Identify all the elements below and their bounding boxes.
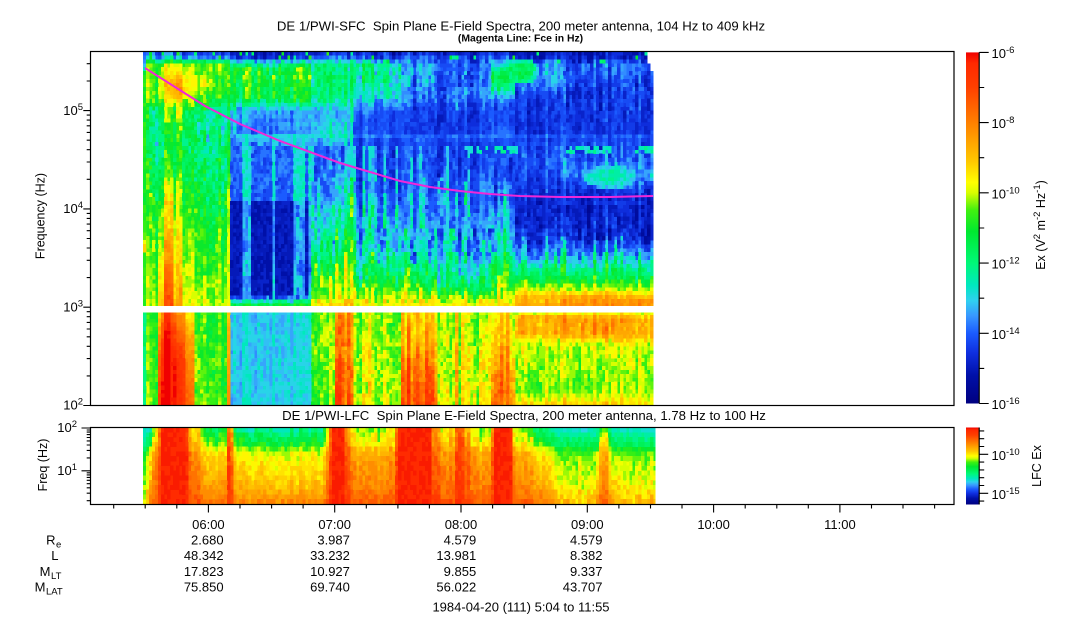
svg-text:9.855: 9.855 xyxy=(444,564,477,579)
svg-text:13.981: 13.981 xyxy=(436,548,476,563)
svg-text:Frequency (Hz): Frequency (Hz) xyxy=(34,173,48,259)
svg-text:09:00: 09:00 xyxy=(571,517,604,532)
svg-text:10-10: 10-10 xyxy=(992,185,1020,201)
svg-text:4.579: 4.579 xyxy=(444,533,477,548)
svg-text:101: 101 xyxy=(57,462,77,478)
svg-text:33.232: 33.232 xyxy=(310,548,350,563)
svg-text:(Magenta Line: Fce in Hz): (Magenta Line: Fce in Hz) xyxy=(458,34,583,45)
svg-text:2.680: 2.680 xyxy=(191,533,224,548)
svg-text:48.342: 48.342 xyxy=(184,548,224,563)
svg-text:4.579: 4.579 xyxy=(570,533,603,548)
svg-text:DE 1/PWI-LFC Spin Plane E-Fie: DE 1/PWI-LFC Spin Plane E-Field Spectra,… xyxy=(282,408,766,423)
svg-text:Freq (Hz): Freq (Hz) xyxy=(36,439,50,492)
svg-text:L: L xyxy=(51,548,58,563)
svg-text:105: 105 xyxy=(63,102,83,118)
svg-text:M: M xyxy=(40,564,51,579)
svg-text:R: R xyxy=(46,533,55,548)
svg-text:10.927: 10.927 xyxy=(310,564,350,579)
svg-text:10-12: 10-12 xyxy=(992,256,1020,272)
svg-text:102: 102 xyxy=(63,397,83,413)
svg-text:75.850: 75.850 xyxy=(184,580,224,595)
svg-text:e: e xyxy=(56,540,61,551)
svg-text:43.707: 43.707 xyxy=(563,580,603,595)
svg-text:LT: LT xyxy=(51,571,62,582)
svg-text:9.337: 9.337 xyxy=(570,564,603,579)
svg-text:17.823: 17.823 xyxy=(184,564,224,579)
svg-text:11:00: 11:00 xyxy=(824,517,856,532)
svg-text:1984-04-20 (111) 5:04 to 11:55: 1984-04-20 (111) 5:04 to 11:55 xyxy=(432,599,609,614)
svg-text:07:00: 07:00 xyxy=(318,517,351,532)
svg-text:10-6: 10-6 xyxy=(992,45,1015,61)
svg-text:LAT: LAT xyxy=(46,587,63,598)
svg-text:10-16: 10-16 xyxy=(992,396,1020,412)
svg-text:102: 102 xyxy=(57,419,77,435)
svg-text:10-15: 10-15 xyxy=(992,486,1020,502)
svg-text:10-10: 10-10 xyxy=(992,447,1020,463)
svg-text:08:00: 08:00 xyxy=(445,517,478,532)
svg-text:06:00: 06:00 xyxy=(192,517,225,532)
svg-text:LFC Ex: LFC Ex xyxy=(1030,444,1044,486)
svg-text:56.022: 56.022 xyxy=(436,580,476,595)
svg-text:10-8: 10-8 xyxy=(992,115,1015,131)
svg-text:8.382: 8.382 xyxy=(570,548,603,563)
svg-text:3.987: 3.987 xyxy=(317,533,350,548)
svg-text:10:00: 10:00 xyxy=(697,517,730,532)
svg-text:103: 103 xyxy=(63,298,83,314)
svg-text:DE 1/PWI-SFC Spin Plane E-Fie: DE 1/PWI-SFC Spin Plane E-Field Spectra,… xyxy=(277,19,765,34)
svg-text:104: 104 xyxy=(63,200,83,216)
svg-text:Ex (V2 m-2 Hz-1): Ex (V2 m-2 Hz-1) xyxy=(1032,180,1048,270)
svg-text:M: M xyxy=(35,580,46,595)
svg-text:10-14: 10-14 xyxy=(992,326,1020,342)
svg-text:69.740: 69.740 xyxy=(310,580,350,595)
